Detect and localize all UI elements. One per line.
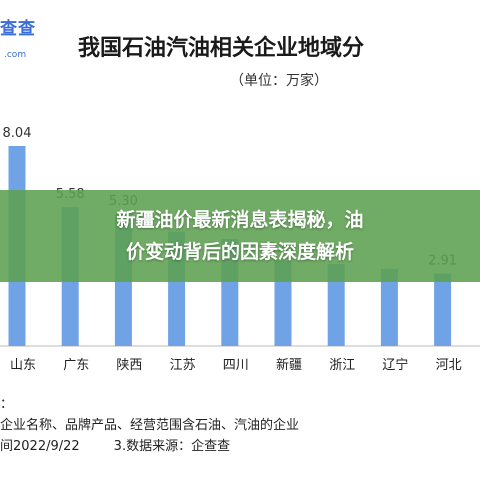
logo-subtext: .com — [4, 50, 27, 60]
chart-subtitle: （单位：万家） — [230, 73, 328, 89]
headline-line-2: 价变动背后的因素深度解析 — [125, 241, 354, 263]
bar-7 — [380, 268, 398, 346]
category-label: 浙江 — [329, 358, 355, 373]
logo-text: 查查 — [0, 19, 36, 39]
category-label: 四川 — [223, 358, 249, 373]
category-label: 山东 — [10, 358, 36, 373]
category-label: 陕西 — [116, 358, 142, 373]
bar-5 — [274, 260, 292, 346]
category-label: 新疆 — [276, 357, 302, 373]
category-label: 河北 — [436, 358, 462, 373]
note-date: 间2022/9/22 — [0, 439, 80, 454]
bar-8 — [434, 273, 452, 346]
note-source: 3.数据来源：企查查 — [113, 439, 231, 454]
category-label: 江苏 — [170, 357, 196, 373]
chart-notes: ： 企业名称、品牌产品、经营范围含石油、汽油的企业 间2022/9/22 3.数据… — [0, 394, 480, 457]
headline-banner[interactable]: 新疆油价最新消息表揭秘，油 价变动背后的因素深度解析 — [0, 190, 480, 282]
category-label: 辽宁 — [382, 357, 408, 373]
logo: 查查 — [0, 14, 60, 39]
note-line-3: 间2022/9/22 3.数据来源：企查查 — [0, 436, 480, 457]
bar-6 — [327, 263, 345, 346]
bar-value-label: 8.04 — [3, 126, 32, 141]
chart-title: 我国石油汽油相关企业地域分 — [78, 36, 365, 61]
note-line-2: 企业名称、品牌产品、经营范围含石油、汽油的企业 — [0, 418, 300, 433]
note-line-1: ： — [0, 397, 14, 412]
headline-line-1: 新疆油价最新消息表揭秘，油 — [116, 209, 364, 231]
category-label: 广东 — [63, 358, 89, 373]
